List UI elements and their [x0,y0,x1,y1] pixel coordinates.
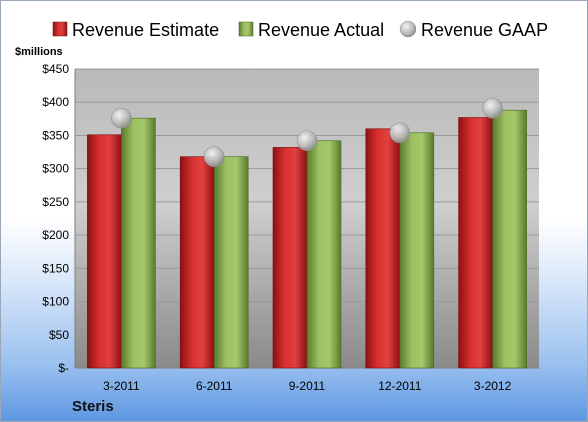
legend-label-gaap: Revenue GAAP [421,20,548,40]
legend-label-estimate: Revenue Estimate [72,20,219,40]
gaap-marker [203,146,225,168]
y-tick-label: $450 [42,62,69,76]
bar-actual [492,109,527,369]
x-tick-label: 12-2011 [378,379,421,393]
y-axis-ticks: $- $50 $100 $150 $200 $250 $300 $350 $400 $450 [42,62,69,375]
bar-actual [399,132,435,369]
y-tick-label: $300 [42,162,69,176]
company-name: Steris [72,398,114,415]
x-tick-label: 3-2012 [474,379,512,393]
x-axis-ticks: 3-2011 6-2011 9-2011 12-2011 3-2012 [103,379,511,393]
gaap-markers [111,97,503,168]
x-tick-label: 6-2011 [196,379,233,393]
legend-swatch-estimate [52,21,68,37]
y-tick-label: $100 [42,295,69,309]
y-tick-label: $150 [42,261,69,275]
gaap-marker [111,107,132,129]
bars [87,109,527,369]
y-tick-label: $- [58,361,69,375]
bar-actual [121,117,156,369]
gaap-marker [389,122,411,144]
x-tick-label: 3-2011 [103,379,140,393]
y-tick-label: $200 [42,228,69,242]
bar-estimate [458,117,493,369]
y-tick-label: $400 [42,95,69,109]
gaap-marker [296,130,318,152]
bar-estimate [179,156,215,369]
y-tick-label: $250 [42,195,69,209]
y-tick-label: $50 [49,328,69,342]
bar-actual [213,156,249,369]
bar-estimate [365,128,401,369]
legend-swatch-actual [238,21,254,37]
y-tick-label: $350 [42,128,69,142]
legend-label-actual: Revenue Actual [258,20,384,40]
gaap-marker [482,97,503,119]
bar-estimate [87,134,122,369]
bar-actual [306,140,342,369]
unit-label: $millions [15,46,63,58]
legend: Revenue Estimate Revenue Actual Revenue … [52,20,548,40]
legend-swatch-gaap [399,20,417,38]
bar-estimate [272,147,308,369]
x-tick-label: 9-2011 [289,379,326,393]
